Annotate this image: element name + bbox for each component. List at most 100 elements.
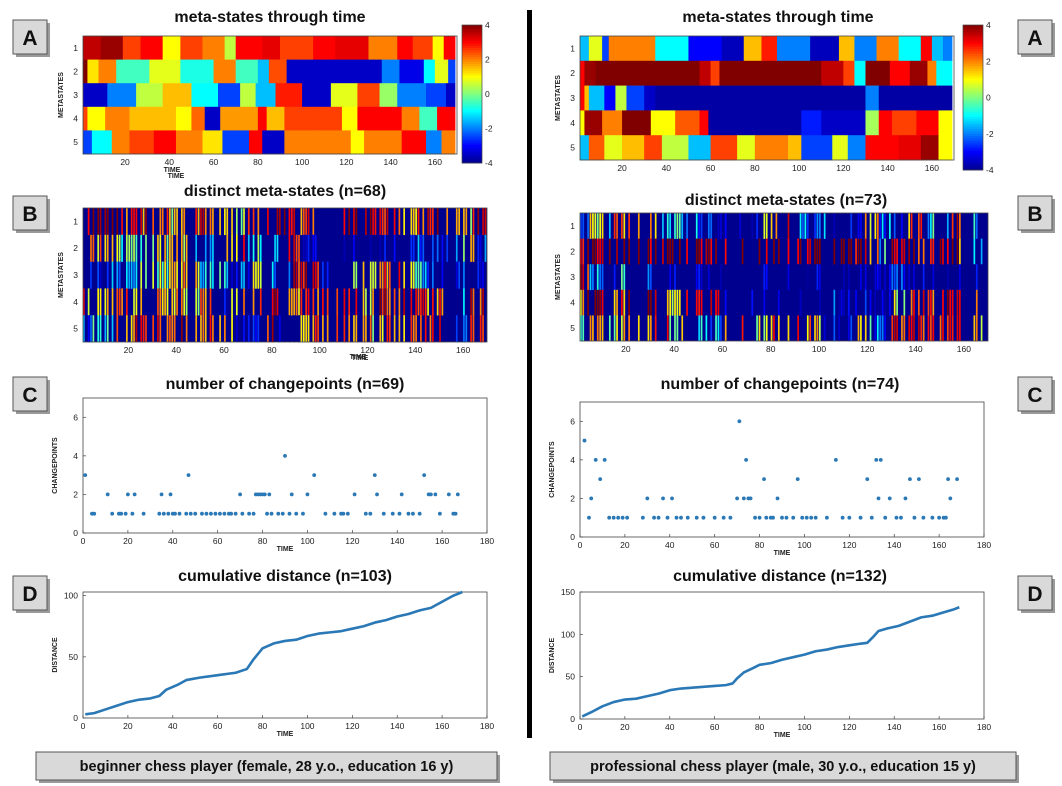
- right-B-heatmap-group: distinct meta-states (n=73) 1 2 3 4 5 20 40 60 80…: [350, 192, 989, 361]
- heatmap-stripe: [185, 315, 188, 343]
- heatmap-stripe: [99, 234, 102, 262]
- heatmap-stripe: [666, 315, 669, 342]
- colorbar-swatch: [462, 41, 482, 44]
- heatmap-stripe: [83, 315, 85, 343]
- heatmap-stripe: [142, 315, 145, 343]
- data-point: [289, 492, 294, 497]
- heatmap-stripe: [686, 289, 688, 316]
- heatmap-stripe: [252, 261, 255, 289]
- heatmap-cell: [821, 60, 844, 86]
- heatmap-stripe: [903, 289, 906, 316]
- heatmap-stripe: [601, 213, 604, 239]
- heatmap-stripe: [758, 238, 761, 265]
- panel-letter-D-left: D: [12, 575, 50, 613]
- heatmap-stripe: [594, 238, 597, 265]
- heatmap-stripe: [601, 289, 604, 316]
- heatmap-stripe: [956, 213, 959, 239]
- heatmap-stripe: [700, 264, 703, 291]
- heatmap-cell: [401, 106, 420, 131]
- data-point: [332, 511, 337, 516]
- heatmap-stripe: [226, 288, 229, 316]
- heatmap-stripe: [302, 315, 305, 343]
- heatmap-cell: [708, 110, 802, 136]
- data-point: [661, 496, 665, 501]
- heatmap-stripe: [787, 238, 790, 265]
- colorbar-swatch: [963, 63, 983, 67]
- heatmap-stripe: [678, 264, 681, 291]
- heatmap-stripe: [939, 238, 942, 265]
- heatmap-cell: [847, 135, 867, 161]
- heatmap-stripe: [314, 315, 317, 343]
- heatmap-stripe: [157, 234, 159, 262]
- box: [12, 376, 48, 412]
- heatmap-stripe: [838, 315, 841, 342]
- heatmap-cell: [335, 36, 370, 60]
- y-tick-label: 3: [570, 272, 575, 282]
- x-tick-label: 60: [213, 721, 223, 731]
- heatmap-cell: [838, 36, 856, 62]
- heatmap-stripe: [111, 234, 114, 262]
- heatmap-stripe: [582, 315, 585, 342]
- heatmap-stripe: [295, 288, 298, 316]
- heatmap-stripe: [470, 234, 472, 262]
- colorbar-swatch: [462, 50, 482, 53]
- x-tick-label: 120: [345, 721, 359, 731]
- data-point: [238, 492, 243, 497]
- heatmap-stripe: [290, 208, 293, 236]
- caption-text: beginner chess player (female, 28 y.o., …: [80, 759, 454, 775]
- heatmap-stripe: [403, 288, 405, 316]
- heatmap-stripe: [243, 208, 245, 236]
- heatmap-stripe: [271, 261, 274, 289]
- data-point: [735, 496, 740, 501]
- colorbar-tick-label: 2: [986, 56, 991, 66]
- heatmap-stripe: [470, 288, 472, 316]
- colorbar-swatch: [462, 151, 482, 155]
- heatmap-stripe: [209, 315, 212, 343]
- heatmap-stripe: [87, 315, 90, 343]
- heatmap-stripe: [819, 238, 821, 265]
- heatmap-stripe: [654, 315, 657, 342]
- heatmap-stripe: [372, 288, 374, 316]
- heatmap-stripe: [710, 315, 713, 342]
- data-point: [640, 515, 645, 520]
- heatmap-stripe: [283, 208, 286, 236]
- heatmap-stripe: [479, 288, 482, 316]
- heatmap-stripe: [864, 289, 867, 316]
- heatmap-stripe: [903, 238, 906, 265]
- heatmap-stripe: [204, 208, 207, 236]
- heatmap-cell: [220, 106, 259, 131]
- x-tick-label: 180: [977, 540, 991, 550]
- data-point: [741, 496, 746, 501]
- heatmap-stripe: [111, 315, 114, 343]
- x-tick-label: 100: [792, 163, 806, 173]
- heatmap-stripe: [623, 264, 626, 291]
- heatmap-stripe: [290, 288, 293, 316]
- heatmap-cell: [284, 130, 316, 155]
- heatmap-stripe: [787, 315, 790, 342]
- heatmap-stripe: [116, 315, 119, 343]
- data-point: [948, 496, 953, 501]
- heatmap-stripe: [202, 261, 205, 289]
- right-D-axes-box: [579, 591, 985, 720]
- heatmap-stripe: [118, 288, 121, 316]
- left-C-title: number of changepoints (n=69): [166, 376, 405, 393]
- heatmap-cell: [204, 106, 221, 131]
- colorbar-swatch: [963, 34, 983, 38]
- heatmap-stripe: [130, 208, 133, 236]
- x-tick-label: 60: [219, 345, 229, 355]
- colorbar-swatch: [963, 29, 983, 33]
- data-point: [795, 477, 800, 482]
- heatmap-stripe: [860, 264, 862, 291]
- heatmap-stripe: [816, 264, 819, 291]
- colorbar-swatch: [462, 68, 482, 72]
- data-point: [193, 511, 198, 516]
- y-tick-label: 100: [64, 591, 78, 601]
- heatmap-stripe: [247, 261, 250, 289]
- data-point: [809, 515, 814, 520]
- heatmap-stripe: [686, 264, 688, 291]
- heatmap-stripe: [676, 315, 679, 342]
- heatmap-cell: [434, 59, 449, 84]
- x-tick-label: 20: [123, 536, 133, 546]
- heatmap-stripe: [927, 213, 930, 239]
- heatmap-stripe: [343, 234, 346, 262]
